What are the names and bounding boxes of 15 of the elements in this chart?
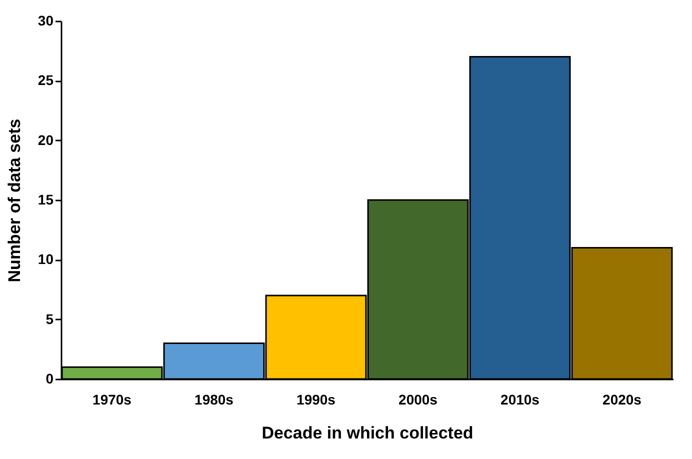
y-tick-label: 0 bbox=[46, 370, 54, 386]
y-tick-label: 20 bbox=[38, 132, 54, 148]
x-tick-label: 2010s bbox=[500, 392, 540, 408]
x-tick-label: 2000s bbox=[398, 392, 438, 408]
x-axis-title: Decade in which collected bbox=[262, 424, 474, 442]
y-tick-label: 25 bbox=[38, 72, 54, 88]
x-tick-label: 1970s bbox=[92, 392, 132, 408]
y-tick-label: 5 bbox=[46, 310, 54, 327]
x-tick-label: 2020s bbox=[602, 392, 642, 408]
y-tick-label: 10 bbox=[38, 251, 54, 268]
y-axis-title: Number of data sets bbox=[4, 118, 24, 282]
x-tick-label: 1990s bbox=[296, 392, 336, 408]
y-tick-label: 15 bbox=[38, 192, 54, 208]
x-tick-label: 1980s bbox=[194, 392, 234, 408]
y-tick-label: 30 bbox=[38, 12, 54, 28]
